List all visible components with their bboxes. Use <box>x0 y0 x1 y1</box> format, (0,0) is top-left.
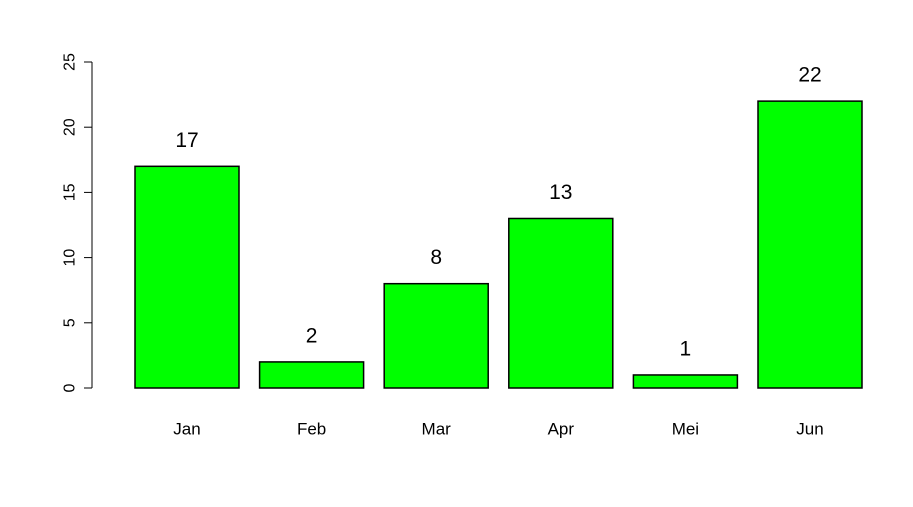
x-category-label: Jan <box>173 420 200 439</box>
bar-feb <box>258 361 365 389</box>
data-label: 2 <box>306 324 318 347</box>
y-tick-label: 20 <box>62 118 79 136</box>
data-label: 8 <box>430 246 442 269</box>
data-label: 13 <box>549 181 572 204</box>
bar-apr <box>508 217 614 389</box>
y-tick-label: 25 <box>62 53 79 71</box>
data-label: 1 <box>680 337 692 360</box>
y-axis: 0 5 10 15 20 25 <box>62 53 93 392</box>
y-tick-label: 15 <box>62 183 79 201</box>
y-tick-label: 10 <box>62 249 79 267</box>
x-category-label: Mei <box>672 420 699 439</box>
bar-jun <box>757 100 863 389</box>
bar-jan <box>134 165 240 389</box>
data-label: 22 <box>798 64 821 87</box>
x-category-label: Mar <box>422 420 452 439</box>
x-category-label: Feb <box>297 420 326 439</box>
y-tick-label: 0 <box>62 383 79 392</box>
bar-mar <box>383 282 489 389</box>
x-category-label: Jun <box>796 420 823 439</box>
data-labels: 17 2 8 13 1 22 <box>175 64 821 361</box>
x-axis-labels: Jan Feb Mar Apr Mei Jun <box>173 420 823 439</box>
data-label: 17 <box>175 129 198 152</box>
y-tick-label: 5 <box>62 318 79 327</box>
bar-mei <box>632 374 739 389</box>
bars <box>134 100 863 389</box>
x-category-label: Apr <box>548 420 575 439</box>
